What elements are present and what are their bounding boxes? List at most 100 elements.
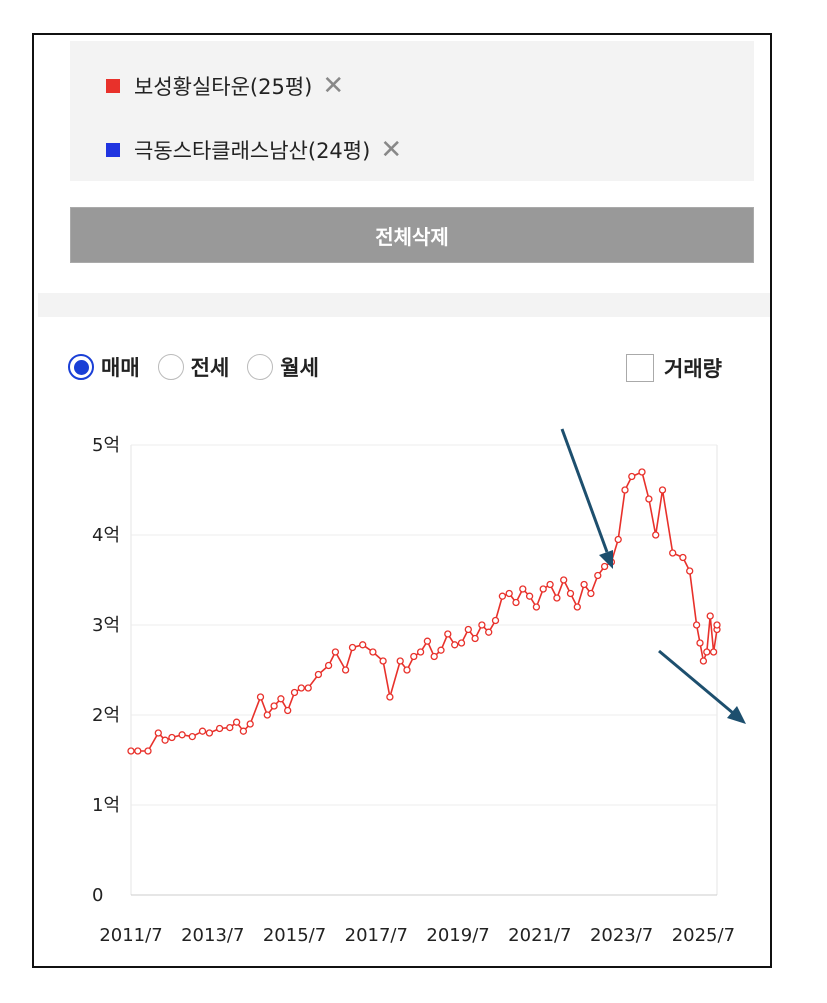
- x-tick-label: 2021/7: [508, 925, 571, 946]
- data-point: [512, 598, 520, 607]
- data-point: [232, 718, 241, 726]
- y-tick-label: 0: [92, 885, 103, 906]
- data-point: [403, 666, 411, 674]
- delete-all-button[interactable]: 전체삭제: [70, 207, 754, 263]
- price-trend-chart: 0 1억 2억 3억 4억 5억 2011/7 2013/7 2015/7 2017/7 2019/…: [92, 428, 746, 946]
- radio-sale-label: 매매: [101, 356, 140, 380]
- data-point: [430, 652, 438, 661]
- radio-sale[interactable]: 매매: [68, 352, 140, 382]
- data-point: [314, 670, 323, 679]
- data-point: [658, 486, 667, 494]
- data-point: [277, 695, 285, 703]
- data-point: [539, 585, 547, 593]
- data-point: [478, 621, 486, 629]
- data-point: [692, 621, 701, 629]
- radio-jeonse[interactable]: 전세: [157, 352, 230, 382]
- data-point: [638, 468, 646, 476]
- data-point: [290, 688, 299, 697]
- data-point: [519, 585, 527, 593]
- data-point: [600, 562, 609, 571]
- data-point: [161, 736, 169, 744]
- x-tick-label: 2011/7: [99, 925, 162, 946]
- data-point: [645, 495, 653, 503]
- chart-annotations: [560, 428, 746, 724]
- data-point: [587, 589, 595, 598]
- section-divider: [38, 293, 770, 317]
- data-point: [284, 706, 292, 715]
- data-point: [396, 657, 404, 665]
- data-point: [198, 727, 207, 735]
- data-point: [263, 711, 271, 719]
- data-point: [560, 576, 568, 584]
- comparison-item-1: 보성황실타운(25평) ✕: [106, 69, 344, 103]
- data-point: [553, 594, 561, 602]
- data-point: [703, 648, 711, 656]
- data-point: [304, 684, 312, 692]
- data-point: [566, 589, 575, 598]
- data-point: [168, 733, 176, 742]
- arrow-head: [599, 550, 613, 569]
- volume-checkbox[interactable]: [626, 354, 654, 382]
- arrow-head: [727, 706, 746, 724]
- data-point: [696, 639, 704, 647]
- x-tick-label: 2015/7: [263, 925, 326, 946]
- apartment-name-2: 극동스타클래스남산(24평): [134, 139, 371, 163]
- data-point: [144, 747, 152, 755]
- data-point: [498, 592, 507, 600]
- data-point: [464, 625, 472, 634]
- data-point: [451, 641, 459, 649]
- y-tick-label: 2억: [92, 705, 120, 726]
- data-point: [331, 648, 340, 656]
- data-point: [532, 603, 541, 611]
- data-point: [205, 729, 214, 737]
- data-point: [706, 612, 714, 620]
- data-point: [485, 628, 493, 636]
- data-point: [256, 693, 265, 701]
- data-point: [324, 661, 333, 670]
- data-point: [410, 652, 418, 661]
- data-point: [386, 693, 394, 701]
- data-point: [471, 634, 479, 643]
- volume-label: 거래량: [664, 357, 722, 381]
- data-point: [359, 641, 367, 649]
- trend-arrow-down-right: [658, 649, 734, 715]
- comparison-list: 보성황실타운(25평) ✕ 극동스타클래스남산(24평) ✕: [70, 41, 754, 181]
- radio-unselected-icon[interactable]: [157, 354, 184, 380]
- data-point: [423, 637, 432, 645]
- chart-series: [127, 468, 721, 755]
- radio-unselected-icon[interactable]: [247, 354, 274, 380]
- data-point: [127, 747, 135, 755]
- radio-jeonse-label: 전세: [190, 356, 230, 380]
- close-icon[interactable]: ✕: [380, 135, 403, 165]
- data-point: [341, 666, 350, 674]
- data-point: [505, 589, 513, 598]
- series-color-swatch-red: [106, 79, 120, 93]
- y-tick-label: 3억: [92, 615, 120, 636]
- data-point: [178, 731, 186, 739]
- data-point: [679, 553, 687, 562]
- data-point: [614, 535, 622, 544]
- data-point: [525, 592, 534, 600]
- data-point: [246, 720, 254, 728]
- data-point: [188, 732, 196, 741]
- radio-monthly-rent[interactable]: 월세: [247, 352, 319, 382]
- series-line-1: [131, 470, 718, 752]
- radio-selected-icon[interactable]: [68, 354, 94, 380]
- radio-monthly-rent-label: 월세: [280, 356, 319, 380]
- data-point: [416, 648, 425, 656]
- data-point: [628, 472, 636, 481]
- x-tick-label: 2023/7: [590, 925, 653, 946]
- x-tick-label: 2017/7: [345, 925, 408, 946]
- volume-toggle[interactable]: 거래량: [626, 353, 722, 383]
- trend-arrow-down: [560, 428, 609, 553]
- data-point: [154, 729, 162, 737]
- data-point: [709, 648, 718, 656]
- close-icon[interactable]: ✕: [322, 71, 345, 101]
- data-point: [270, 702, 278, 710]
- series-color-swatch-blue: [106, 143, 120, 157]
- chart-grid: [130, 444, 718, 896]
- data-point: [457, 639, 466, 647]
- data-point: [594, 571, 602, 580]
- data-point: [379, 657, 387, 665]
- apartment-name-1: 보성황실타운(25평): [134, 75, 313, 99]
